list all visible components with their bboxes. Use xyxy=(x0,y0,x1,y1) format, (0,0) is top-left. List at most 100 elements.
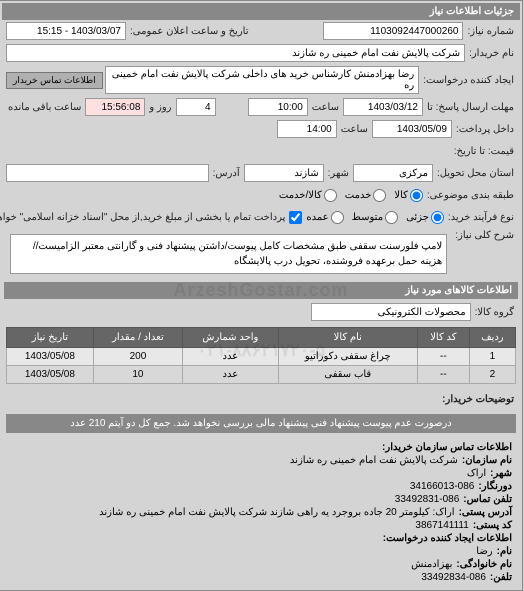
filter-label: گروه کالا: xyxy=(474,307,517,318)
row-goods-desc: شرح کلی نیاز: لامپ فلورسنت سقفی طبق مشخص… xyxy=(3,228,521,280)
goods-desc-box: لامپ فلورسنت سقفی طبق مشخصات کامل پیوست/… xyxy=(11,234,448,274)
time-label-1: ساعت xyxy=(311,102,342,113)
remaining-time-field: 15:56:08 xyxy=(86,98,146,116)
contact-phone-row: تلفن تماس: 33492831-086 xyxy=(7,493,517,506)
contact-postal: 3867141111 xyxy=(416,520,469,531)
payment-radio-3-label: عمده xyxy=(307,212,329,223)
payment-radio-1-input[interactable] xyxy=(432,211,445,224)
th-date: تاریخ نیاز xyxy=(8,328,95,348)
contact-phone-label: تلفن تماس: xyxy=(464,494,513,505)
goods-table: ردیف کد کالا نام کالا واحد شمارش تعداد /… xyxy=(7,327,517,384)
main-panel: جزئیات اطلاعات نیاز شماره نیاز: 11030924… xyxy=(0,0,524,591)
payment-note: پرداخت تمام یا بخشی از مبلغ خرید,از محل … xyxy=(0,212,288,223)
contact-address-row: آدرس پستی: اراک: کیلومتر 20 جاده بروجرد … xyxy=(7,506,517,519)
filter-field: محصولات الکترونیکی xyxy=(312,303,472,321)
requester-field: شرکت پالایش نفت امام خمینی ره شازند xyxy=(7,44,466,62)
announce-datetime-field: 1403/03/07 - 15:15 xyxy=(7,22,127,40)
contact-phone: 33492831-086 xyxy=(396,494,461,505)
payment-radio-3[interactable]: عمده xyxy=(307,211,344,224)
payment-radio-1[interactable]: جزئی xyxy=(407,211,445,224)
cell-row: 1 xyxy=(470,348,516,366)
table-header-row: ردیف کد کالا نام کالا واحد شمارش تعداد /… xyxy=(8,328,517,348)
address-field xyxy=(7,164,210,182)
requester-label: نام خریدار: xyxy=(468,48,517,59)
contact-postal-row: کد پستی: 3867141111 xyxy=(7,519,517,532)
th-unit: واحد شمارش xyxy=(184,328,280,348)
cell-name: قاب سقفی xyxy=(279,366,418,384)
cell-qty: 10 xyxy=(94,366,183,384)
contact-address-label: آدرس پستی: xyxy=(460,507,513,518)
buyer-contact-button[interactable]: اطلاعات تماس خریدار xyxy=(7,72,104,89)
contact-title: اطلاعات تماس سازمان خریدار: xyxy=(7,441,517,454)
payment-radio-1-label: جزئی xyxy=(407,212,430,223)
contact-prefix-label: دورنگار: xyxy=(479,481,513,492)
contact-org-label: نام سازمان: xyxy=(463,455,513,466)
row-buyer-notes: توضیحات خریدار: xyxy=(3,388,521,410)
deadline-label: مهلت ارسال پاسخ: تا xyxy=(426,102,517,113)
contact-name-label: نام: xyxy=(498,546,513,557)
delivery-city-field: شازند xyxy=(245,164,325,182)
payment-radio-2[interactable]: متوسط xyxy=(353,211,399,224)
contact-city-row: شهر: اراک xyxy=(7,467,517,480)
cell-unit: عدد xyxy=(184,366,280,384)
payment-radio-3-input[interactable] xyxy=(332,211,345,224)
contact-tel-label: تلفن: xyxy=(491,572,513,583)
request-number-label: شماره نیاز: xyxy=(466,26,517,37)
cell-code: -- xyxy=(418,366,470,384)
payment-radio-group: جزئی متوسط عمده xyxy=(307,211,445,224)
table-row: 1 -- چراغ سقفی دکوراتیو عدد 200 1403/05/… xyxy=(8,348,517,366)
status-radio-khedmat[interactable]: خدمت xyxy=(346,189,388,202)
cell-unit: عدد xyxy=(184,348,280,366)
status-radio-both-label: کالا/خدمت xyxy=(280,190,323,201)
address-label: آدرس: xyxy=(212,168,243,179)
delivery-province-field: مرکزی xyxy=(354,164,434,182)
th-code: کد کالا xyxy=(418,328,470,348)
buyer-notes-label: توضیحات خریدار: xyxy=(441,394,517,405)
status-radio-kala[interactable]: کالا xyxy=(395,189,424,202)
row-valid: داخل پرداخت: 1403/05/09 ساعت 14:00 xyxy=(3,118,521,140)
status-radio-kala-label: کالا xyxy=(395,190,409,201)
status-radio-kala-input[interactable] xyxy=(411,189,424,202)
table-row: 2 -- قاب سقفی عدد 10 1403/05/08 xyxy=(8,366,517,384)
contact-section: اطلاعات تماس سازمان خریدار: نام سازمان: … xyxy=(3,437,521,588)
status-radio-both[interactable]: کالا/خدمت xyxy=(280,189,338,202)
time-label-2: ساعت xyxy=(340,124,371,135)
contact-postal-label: کد پستی: xyxy=(474,520,513,531)
contact-prefix: 34166013-086 xyxy=(411,481,476,492)
status-radio-khedmat-input[interactable] xyxy=(374,189,387,202)
status-radio-both-input[interactable] xyxy=(325,189,338,202)
contact-name-row: نام: رضا xyxy=(7,545,517,558)
remaining-label: ساعت باقی مانده xyxy=(7,102,84,113)
contact-org-row: نام سازمان: شرکت پالایش نفت امام خمینی ر… xyxy=(7,454,517,467)
days-label: روز و xyxy=(148,102,174,113)
creator-title: اطلاعات ایجاد کننده درخواست: xyxy=(7,532,517,545)
delivery-city-label: شهر: xyxy=(327,168,352,179)
row-payment: نوع فرآیند خرید: جزئی متوسط عمده پرداخت … xyxy=(3,206,521,228)
goods-section-header: اطلاعات کالاهای مورد نیاز xyxy=(5,282,519,299)
row-filter: گروه کالا: محصولات الکترونیکی xyxy=(3,301,521,323)
row-creator: ایجاد کننده درخواست: رضا بهزادمنش کارشنا… xyxy=(3,64,521,96)
contact-org: شرکت پالایش نفت امام خمینی ره شازند xyxy=(291,455,459,466)
contact-tel-row: تلفن: 33492834-086 xyxy=(7,571,517,584)
creator-label: ایجاد کننده درخواست: xyxy=(422,75,517,86)
payment-radio-2-input[interactable] xyxy=(386,211,399,224)
treasury-checkbox[interactable] xyxy=(290,211,303,224)
panel-title: جزئیات اطلاعات نیاز xyxy=(431,6,515,17)
deadline-date-field: 1403/03/12 xyxy=(344,98,424,116)
payment-radio-2-label: متوسط xyxy=(353,212,384,223)
cell-qty: 200 xyxy=(94,348,183,366)
row-request-number: شماره نیاز: 1103092447000260 تاریخ و ساع… xyxy=(3,20,521,42)
valid-time-field: 14:00 xyxy=(278,120,338,138)
contact-name: رضا xyxy=(477,546,493,557)
status-label: طبقه بندی موضوعی: xyxy=(426,190,517,201)
cell-code: -- xyxy=(418,348,470,366)
row-requester: نام خریدار: شرکت پالایش نفت امام خمینی ر… xyxy=(3,42,521,64)
days-remaining-field: 4 xyxy=(177,98,217,116)
row-deadline: مهلت ارسال پاسخ: تا 1403/03/12 ساعت 10:0… xyxy=(3,96,521,118)
contact-family-row: نام خانوادگی: بهزادمنش xyxy=(7,558,517,571)
announce-datetime-label: تاریخ و ساعت اعلان عمومی: xyxy=(129,26,252,37)
cell-name: چراغ سقفی دکوراتیو xyxy=(279,348,418,366)
buyer-notes-box: درصورت عدم پیوست پیشنهاد فنی پیشنهاد مال… xyxy=(7,414,517,433)
valid-date-field: 1403/05/09 xyxy=(373,120,453,138)
row-status: طبقه بندی موضوعی: کالا خدمت کالا/خدمت xyxy=(3,184,521,206)
